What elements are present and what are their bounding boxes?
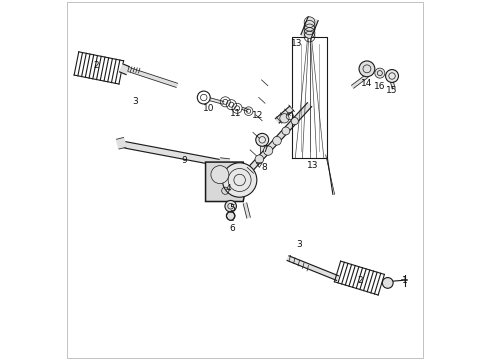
- Circle shape: [211, 166, 229, 184]
- Polygon shape: [242, 107, 248, 112]
- Text: 12: 12: [252, 111, 263, 120]
- Polygon shape: [210, 98, 224, 104]
- Circle shape: [291, 117, 298, 125]
- Circle shape: [225, 201, 236, 212]
- Polygon shape: [243, 203, 250, 218]
- Polygon shape: [117, 138, 126, 149]
- Polygon shape: [126, 67, 177, 87]
- Text: 2: 2: [94, 61, 99, 70]
- Text: 11: 11: [230, 109, 242, 118]
- Text: 5: 5: [230, 204, 235, 213]
- Circle shape: [375, 68, 385, 78]
- Text: 3: 3: [296, 240, 302, 249]
- Text: 8: 8: [262, 163, 268, 172]
- Polygon shape: [351, 75, 368, 88]
- Text: 3: 3: [133, 96, 139, 105]
- Text: 7: 7: [262, 145, 268, 154]
- Text: 15: 15: [386, 86, 398, 95]
- Text: 16: 16: [374, 82, 385, 91]
- Polygon shape: [391, 82, 395, 89]
- Circle shape: [273, 136, 281, 145]
- Text: 2: 2: [357, 276, 363, 285]
- Polygon shape: [121, 141, 220, 166]
- Polygon shape: [220, 158, 229, 169]
- Polygon shape: [120, 64, 129, 75]
- Polygon shape: [275, 106, 294, 123]
- Text: 13: 13: [291, 39, 303, 48]
- Circle shape: [280, 114, 289, 123]
- Text: 9: 9: [181, 156, 187, 165]
- Circle shape: [386, 69, 398, 82]
- Text: 14: 14: [361, 79, 372, 88]
- Polygon shape: [287, 256, 339, 280]
- Text: 4: 4: [226, 184, 232, 193]
- Text: 10: 10: [203, 104, 215, 113]
- Polygon shape: [260, 146, 264, 153]
- Circle shape: [282, 127, 290, 135]
- Text: 1: 1: [402, 276, 408, 285]
- Circle shape: [226, 212, 235, 220]
- Circle shape: [359, 61, 375, 77]
- Polygon shape: [246, 103, 312, 173]
- Polygon shape: [205, 162, 247, 202]
- Polygon shape: [301, 17, 318, 39]
- Circle shape: [222, 163, 257, 197]
- Text: 6: 6: [230, 224, 235, 233]
- Circle shape: [264, 146, 273, 155]
- Circle shape: [256, 134, 269, 146]
- Text: 13: 13: [307, 161, 319, 170]
- Circle shape: [382, 278, 393, 288]
- Circle shape: [255, 155, 264, 163]
